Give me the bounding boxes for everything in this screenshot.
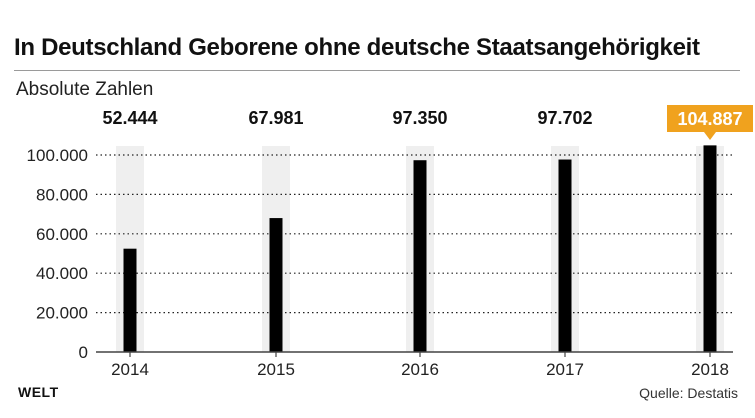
highlight-callout — [667, 105, 753, 132]
value-label: 67.981 — [248, 108, 303, 128]
bar-2015 — [269, 218, 283, 352]
source-note: Quelle: Destatis — [639, 385, 738, 401]
value-labels: 52.444 67.981 97.350 97.702 104.887 — [102, 105, 753, 140]
x-tick-label: 2018 — [691, 360, 729, 379]
y-tick-label: 100.000 — [27, 146, 88, 165]
bar-2016 — [413, 160, 427, 352]
x-tick-label: 2015 — [257, 360, 295, 379]
y-tick-label: 60.000 — [36, 225, 88, 244]
y-tick-label: 80.000 — [36, 185, 88, 204]
y-tick-labels: 0 20.000 40.000 60.000 80.000 100.000 — [27, 146, 88, 362]
value-label: 52.444 — [102, 108, 157, 128]
y-tick-label: 40.000 — [36, 264, 88, 283]
x-tick-label: 2014 — [111, 360, 149, 379]
value-label: 97.350 — [392, 108, 447, 128]
bar-2014 — [123, 248, 137, 352]
bar-2017 — [558, 159, 572, 352]
value-label: 97.702 — [537, 108, 592, 128]
bars — [123, 145, 717, 352]
title-divider — [14, 70, 740, 71]
chart-subtitle: Absolute Zahlen — [16, 79, 154, 100]
chart-title: In Deutschland Geborene ohne deutsche St… — [14, 34, 700, 61]
x-tick-label: 2017 — [546, 360, 584, 379]
x-tick-labels: 2014 2015 2016 2017 2018 — [111, 352, 729, 379]
value-label-highlight: 104.887 — [677, 109, 742, 129]
y-tick-label: 0 — [79, 343, 88, 362]
y-tick-label: 20.000 — [36, 304, 88, 323]
welt-logo: WELT — [18, 384, 59, 400]
callout-pointer — [704, 132, 716, 140]
x-tick-label: 2016 — [401, 360, 439, 379]
bar-2018 — [703, 145, 717, 352]
